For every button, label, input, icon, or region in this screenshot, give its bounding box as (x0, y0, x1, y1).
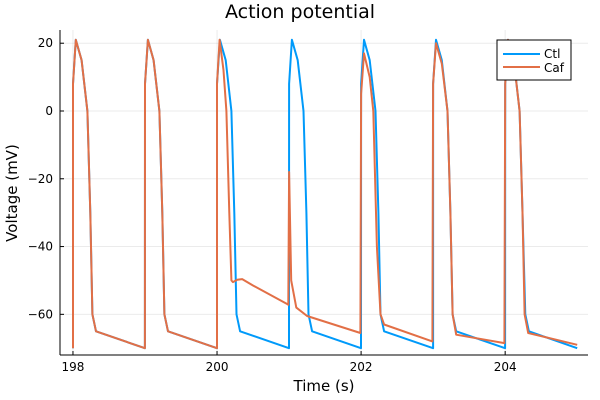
y-tick-label: −60 (28, 307, 53, 321)
x-tick-label: 204 (494, 360, 517, 374)
series-line-caf (72, 38, 578, 350)
series-line-ctl (72, 38, 578, 350)
legend-box (496, 39, 572, 81)
x-tick-label: 202 (350, 360, 373, 374)
legend: Ctl Caf (496, 39, 572, 81)
y-axis-label: Voltage (mV) (3, 144, 21, 242)
y-tick-label: 0 (45, 104, 53, 118)
x-axis-label: Time (s) (293, 377, 355, 395)
legend-label-ctl: Ctl (544, 47, 560, 61)
x-tick-label: 198 (62, 360, 85, 374)
y-tick-label: 20 (38, 36, 53, 50)
x-tick-label: 200 (206, 360, 229, 374)
chart-title: Action potential (225, 1, 375, 23)
y-tick-label: −20 (28, 172, 53, 186)
y-tick-label: −40 (28, 240, 53, 254)
legend-label-caf: Caf (544, 61, 565, 75)
